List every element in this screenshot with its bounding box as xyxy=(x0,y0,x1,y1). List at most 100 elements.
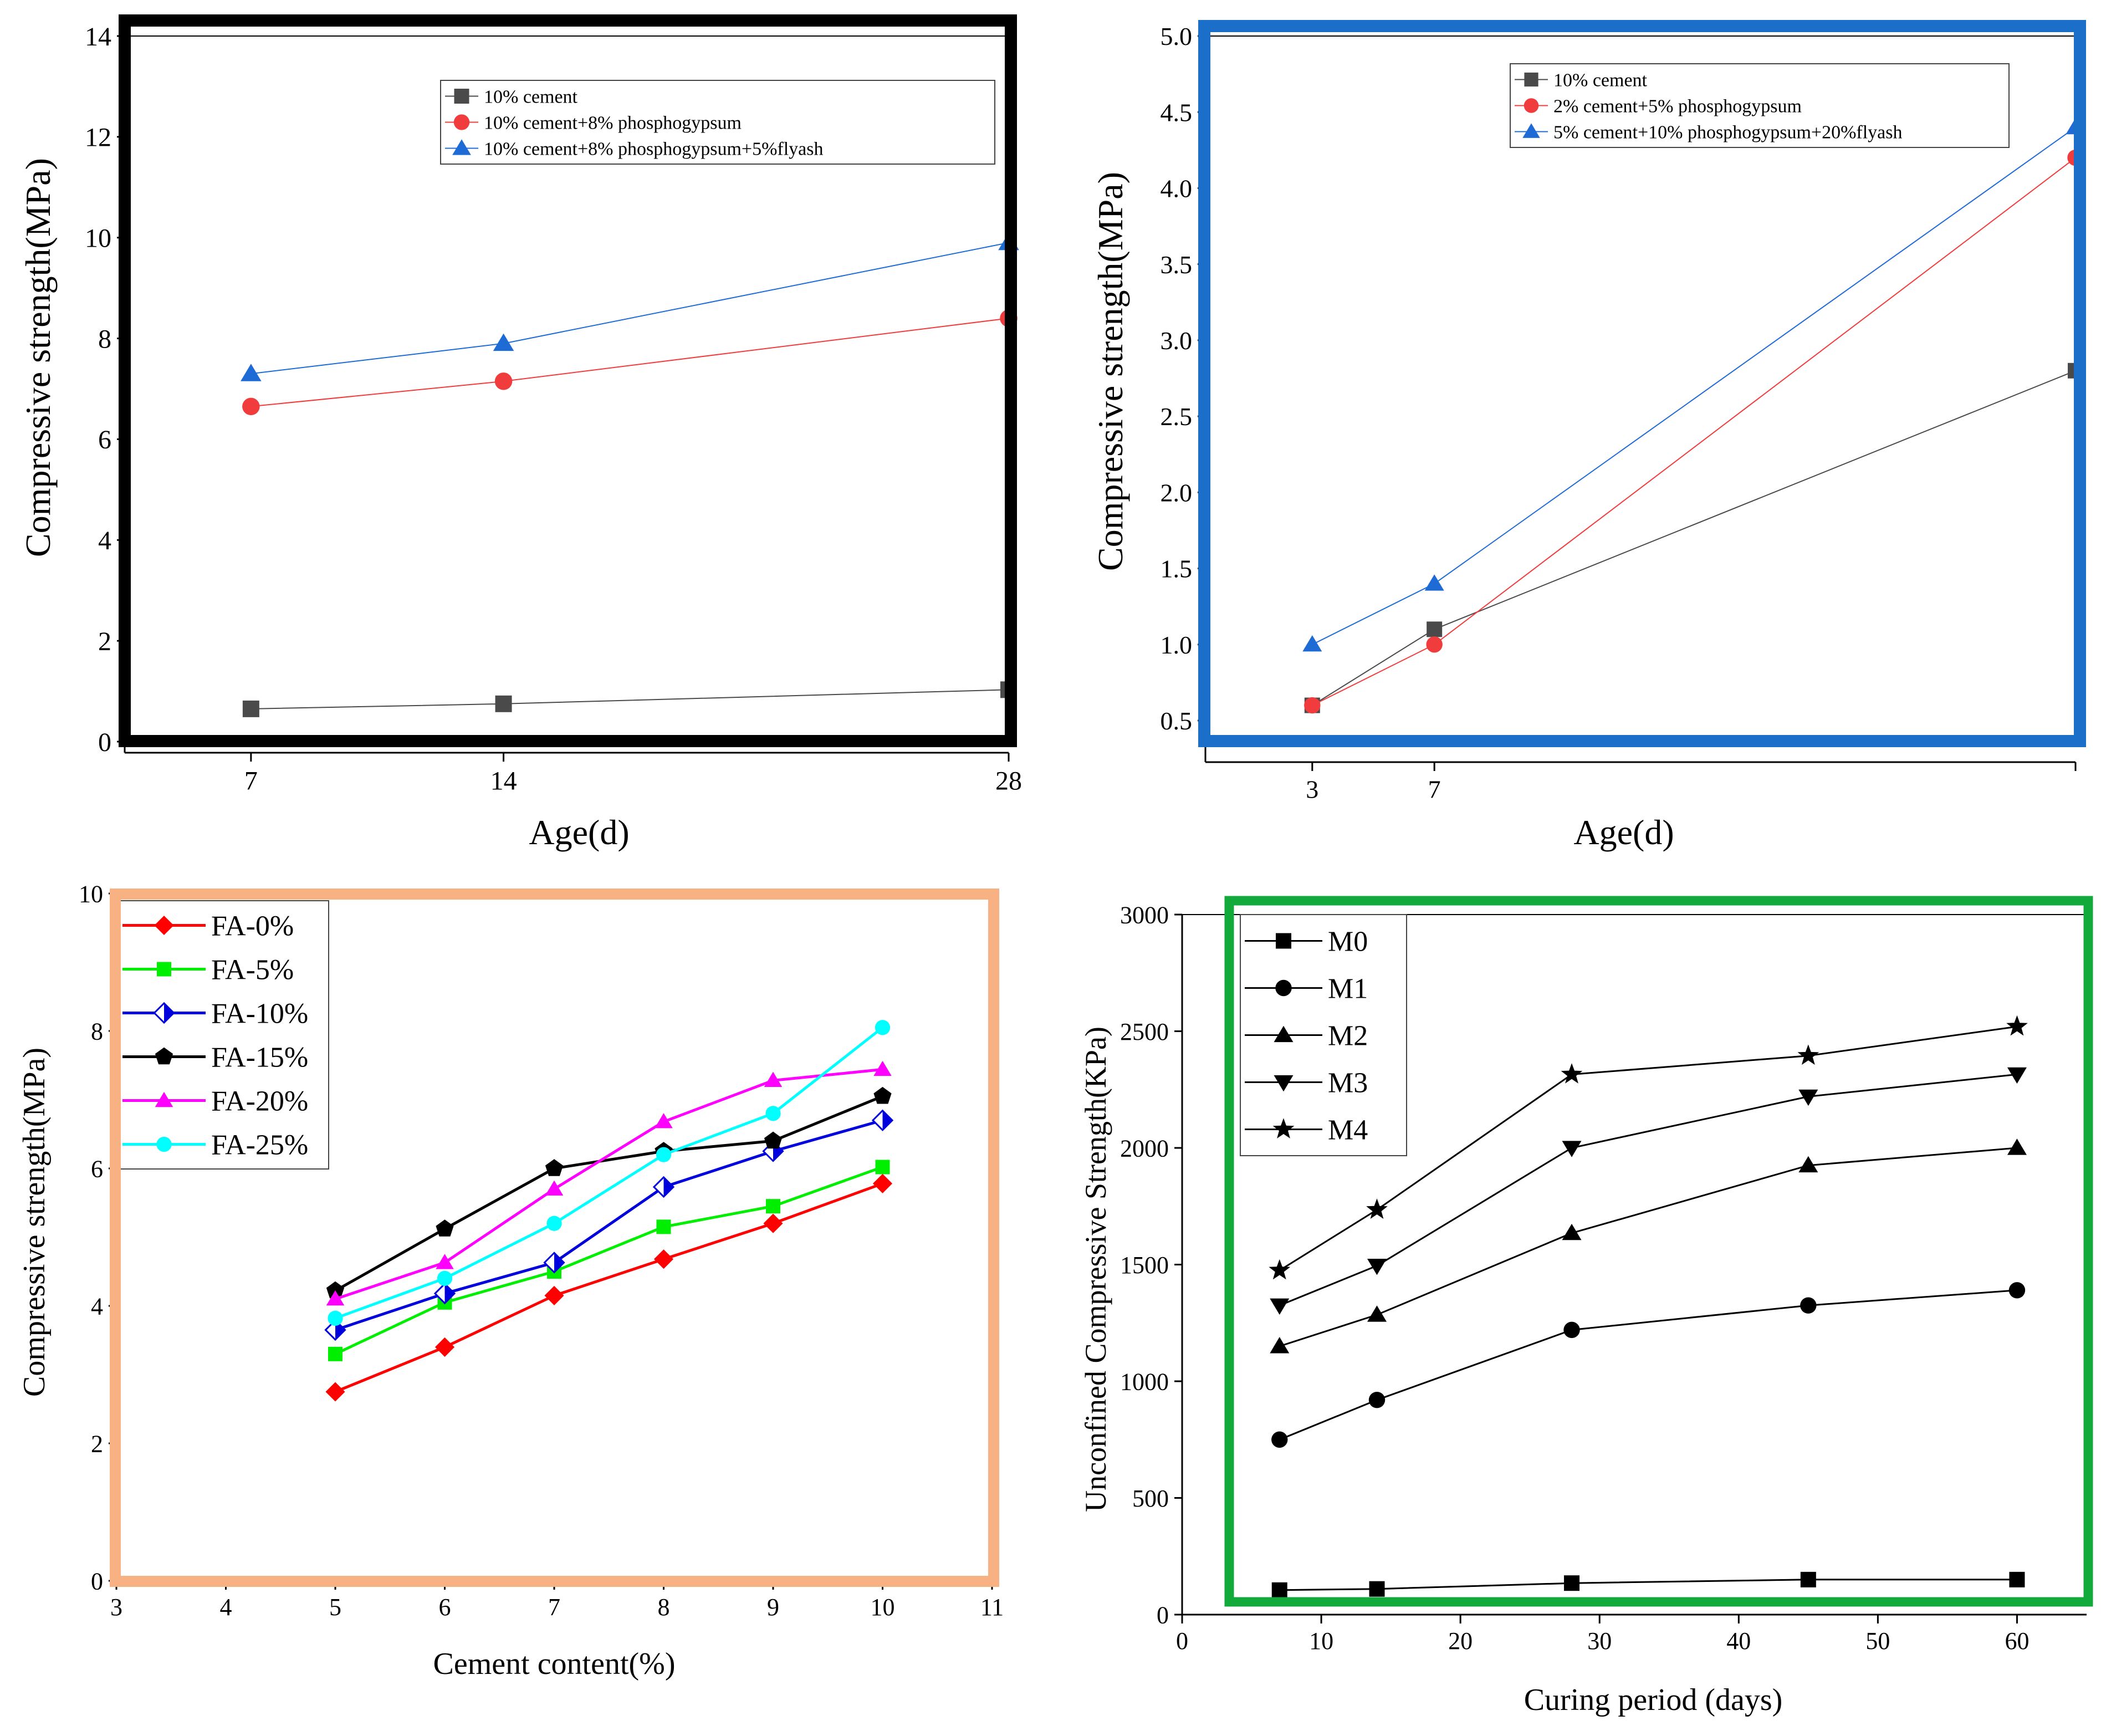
data-point-c-3-0 xyxy=(326,1281,345,1299)
data-point-d-0-0 xyxy=(1271,1582,1287,1598)
data-point-c-3-1 xyxy=(436,1219,454,1237)
data-point-d-2-3 xyxy=(1798,1156,1818,1173)
y-tick-label-b: 1.5 xyxy=(1161,555,1193,583)
y-tick-label-b: 2.0 xyxy=(1161,478,1193,507)
data-point-d-0-3 xyxy=(1800,1571,1816,1587)
legend-label-c-3: FA-15% xyxy=(211,1042,308,1074)
data-point-c-4-1 xyxy=(436,1254,454,1269)
data-point-d-1-3 xyxy=(1800,1297,1817,1314)
y-tick-label-b: 3.0 xyxy=(1161,326,1193,355)
legend-marker-d-4 xyxy=(1272,1118,1295,1138)
y-tick-label-a: 14 xyxy=(85,22,111,52)
x-tick-label-d: 50 xyxy=(1865,1627,1890,1655)
data-point-c-3-4 xyxy=(764,1131,783,1149)
x-axis-title-a: Age(d) xyxy=(529,813,629,852)
data-point-d-1-4 xyxy=(2008,1282,2026,1299)
data-point-c-2-2 xyxy=(543,1252,565,1274)
highlight-frame-a xyxy=(119,14,1017,747)
data-point-c-3-2 xyxy=(545,1159,564,1176)
legend-label-c-2: FA-10% xyxy=(211,998,308,1030)
data-point-c-2-2-half xyxy=(554,1253,564,1273)
x-tick-label-c: 6 xyxy=(439,1594,451,1621)
x-tick-label-d: 30 xyxy=(1587,1627,1612,1655)
x-axis-title-b: Age(d) xyxy=(1573,813,1674,852)
x-tick-label-c: 9 xyxy=(767,1594,779,1621)
legend-label-d-4: M4 xyxy=(1328,1115,1368,1146)
data-point-c-1-0 xyxy=(328,1346,343,1361)
data-point-d-4-3 xyxy=(1797,1044,1819,1065)
y-tick-label-b: 0.5 xyxy=(1161,707,1193,735)
y-tick-label-c: 6 xyxy=(91,1155,103,1182)
y-tick-label-d: 1500 xyxy=(1120,1252,1169,1279)
y-tick-label-d: 2500 xyxy=(1120,1018,1169,1045)
data-point-a-1-0 xyxy=(242,397,260,416)
data-point-c-2-5-half xyxy=(882,1110,893,1130)
legend-label-c-0: FA-0% xyxy=(211,911,294,942)
y-axis-title-a: Compressive strength(MPa) xyxy=(18,158,58,557)
data-point-c-0-5 xyxy=(872,1173,893,1193)
data-point-c-2-1-half xyxy=(444,1284,455,1304)
data-point-c-5-2 xyxy=(546,1216,562,1231)
x-tick-label-a: 7 xyxy=(244,766,258,795)
legend-label-d-0: M0 xyxy=(1328,926,1368,958)
data-point-b-2-0 xyxy=(1302,635,1322,652)
legend-marker-b-2 xyxy=(1522,123,1540,138)
legend-label-d-1: M1 xyxy=(1328,973,1368,1005)
legend-marker-b-0 xyxy=(1524,72,1538,87)
highlight-frame-c xyxy=(110,889,999,1587)
data-point-c-0-2 xyxy=(544,1285,564,1305)
legend-label-c-5: FA-25% xyxy=(211,1130,308,1161)
data-point-d-3-2 xyxy=(1562,1141,1582,1157)
legend-marker-c-3 xyxy=(155,1047,173,1065)
y-tick-label-d: 1000 xyxy=(1120,1368,1169,1395)
data-point-a-2-1 xyxy=(493,333,514,351)
data-point-c-0-0 xyxy=(325,1382,345,1402)
x-tick-label-a: 14 xyxy=(490,766,517,795)
data-point-c-2-5 xyxy=(871,1109,894,1131)
x-tick-label-d: 60 xyxy=(2005,1627,2029,1655)
data-point-d-3-3 xyxy=(1798,1089,1818,1106)
x-tick-label-d: 10 xyxy=(1309,1627,1333,1655)
data-point-d-2-0 xyxy=(1270,1337,1290,1354)
data-point-c-5-3 xyxy=(656,1147,672,1162)
data-point-a-2-0 xyxy=(241,364,262,381)
data-point-c-1-5 xyxy=(875,1160,890,1175)
y-tick-label-a: 10 xyxy=(85,224,111,253)
x-tick-label-d: 40 xyxy=(1726,1627,1751,1655)
legend-label-c-4: FA-20% xyxy=(211,1086,308,1117)
x-axis-title-c: Cement content(%) xyxy=(433,1647,676,1681)
legend-marker-c-4 xyxy=(155,1091,173,1107)
data-point-b-0-1 xyxy=(1427,621,1443,637)
data-point-d-2-2 xyxy=(1562,1223,1582,1240)
data-point-d-1-0 xyxy=(1271,1431,1288,1448)
chart-panel-c: Cement content(%) Compressive strength(M… xyxy=(17,880,1004,1681)
y-tick-label-c: 10 xyxy=(79,880,103,907)
x-tick-label-c: 8 xyxy=(658,1594,670,1621)
highlight-frame-d xyxy=(1224,896,2093,1607)
legend-label-d-3: M3 xyxy=(1328,1068,1368,1099)
y-tick-label-b: 4.5 xyxy=(1161,98,1193,126)
legend-marker-d-2 xyxy=(1274,1025,1294,1043)
x-tick-label-b: 7 xyxy=(1428,775,1441,803)
x-tick-label-c: 11 xyxy=(980,1594,1004,1621)
data-point-d-3-1 xyxy=(1367,1259,1387,1275)
data-point-d-1-2 xyxy=(1563,1321,1580,1339)
y-axis-title-c: Compressive strength(MPa) xyxy=(17,1048,52,1397)
data-point-d-2-1 xyxy=(1367,1305,1387,1322)
data-point-d-4-4 xyxy=(2006,1015,2028,1036)
y-tick-label-c: 4 xyxy=(91,1293,103,1320)
y-axis-title-d: Unconfined Compressive Strength(KPa) xyxy=(1079,1027,1112,1512)
legend-box-b xyxy=(1510,63,2010,148)
x-tick-label-a: 28 xyxy=(995,766,1022,795)
highlight-frame-b xyxy=(1198,20,2086,747)
data-point-d-1-1 xyxy=(1368,1391,1386,1408)
legend-label-b-0: 10% cement xyxy=(1553,70,1648,90)
legend-label-a-2: 10% cement+8% phosphogypsum+5%flyash xyxy=(484,139,823,159)
data-point-d-4-1 xyxy=(1366,1198,1388,1219)
legend-marker-b-1 xyxy=(1524,98,1539,113)
chart-panel-a: Age(d) Compressive strength(MPa) 0 2 4 6 8 10… xyxy=(18,14,1022,852)
data-point-c-3-5 xyxy=(873,1086,892,1104)
legend-marker-c-5 xyxy=(156,1136,172,1152)
